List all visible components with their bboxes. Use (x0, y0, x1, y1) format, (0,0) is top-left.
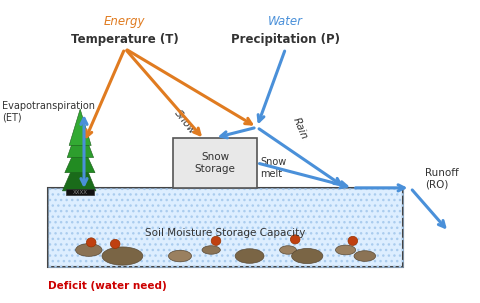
Ellipse shape (102, 247, 143, 265)
Bar (66, 189, 94, 195)
Ellipse shape (235, 249, 264, 263)
Polygon shape (67, 121, 94, 158)
Ellipse shape (168, 250, 192, 262)
Text: Rain: Rain (291, 116, 309, 142)
Bar (173, 138, 257, 188)
Text: Deficit (water need): Deficit (water need) (48, 281, 167, 291)
Text: Temperature (T): Temperature (T) (71, 33, 179, 46)
Text: Runoff
(RO): Runoff (RO) (425, 168, 458, 190)
Text: Evapotranspiration
(ET): Evapotranspiration (ET) (2, 101, 96, 123)
Text: Snow: Snow (172, 108, 197, 137)
Ellipse shape (354, 251, 376, 261)
Ellipse shape (291, 248, 323, 264)
Ellipse shape (202, 246, 220, 254)
Polygon shape (69, 109, 91, 145)
Text: XXXX: XXXX (72, 190, 88, 195)
Polygon shape (65, 139, 95, 173)
Bar (48, 188, 403, 267)
Ellipse shape (290, 235, 300, 244)
Polygon shape (62, 152, 96, 191)
Ellipse shape (336, 245, 356, 255)
Text: Water: Water (268, 15, 303, 28)
Ellipse shape (348, 236, 358, 245)
Bar (48, 188, 403, 267)
Text: Snow
Storage: Snow Storage (194, 152, 236, 174)
Text: Energy: Energy (104, 15, 145, 28)
Bar (76, 178, 84, 191)
Text: Precipitation (P): Precipitation (P) (231, 33, 340, 46)
Ellipse shape (110, 239, 120, 248)
Ellipse shape (211, 236, 221, 245)
Ellipse shape (279, 246, 296, 254)
Text: Soil Moisture Storage Capacity: Soil Moisture Storage Capacity (145, 228, 306, 238)
Ellipse shape (75, 244, 102, 256)
Text: Snow
melt: Snow melt (260, 157, 287, 179)
Ellipse shape (86, 238, 96, 247)
